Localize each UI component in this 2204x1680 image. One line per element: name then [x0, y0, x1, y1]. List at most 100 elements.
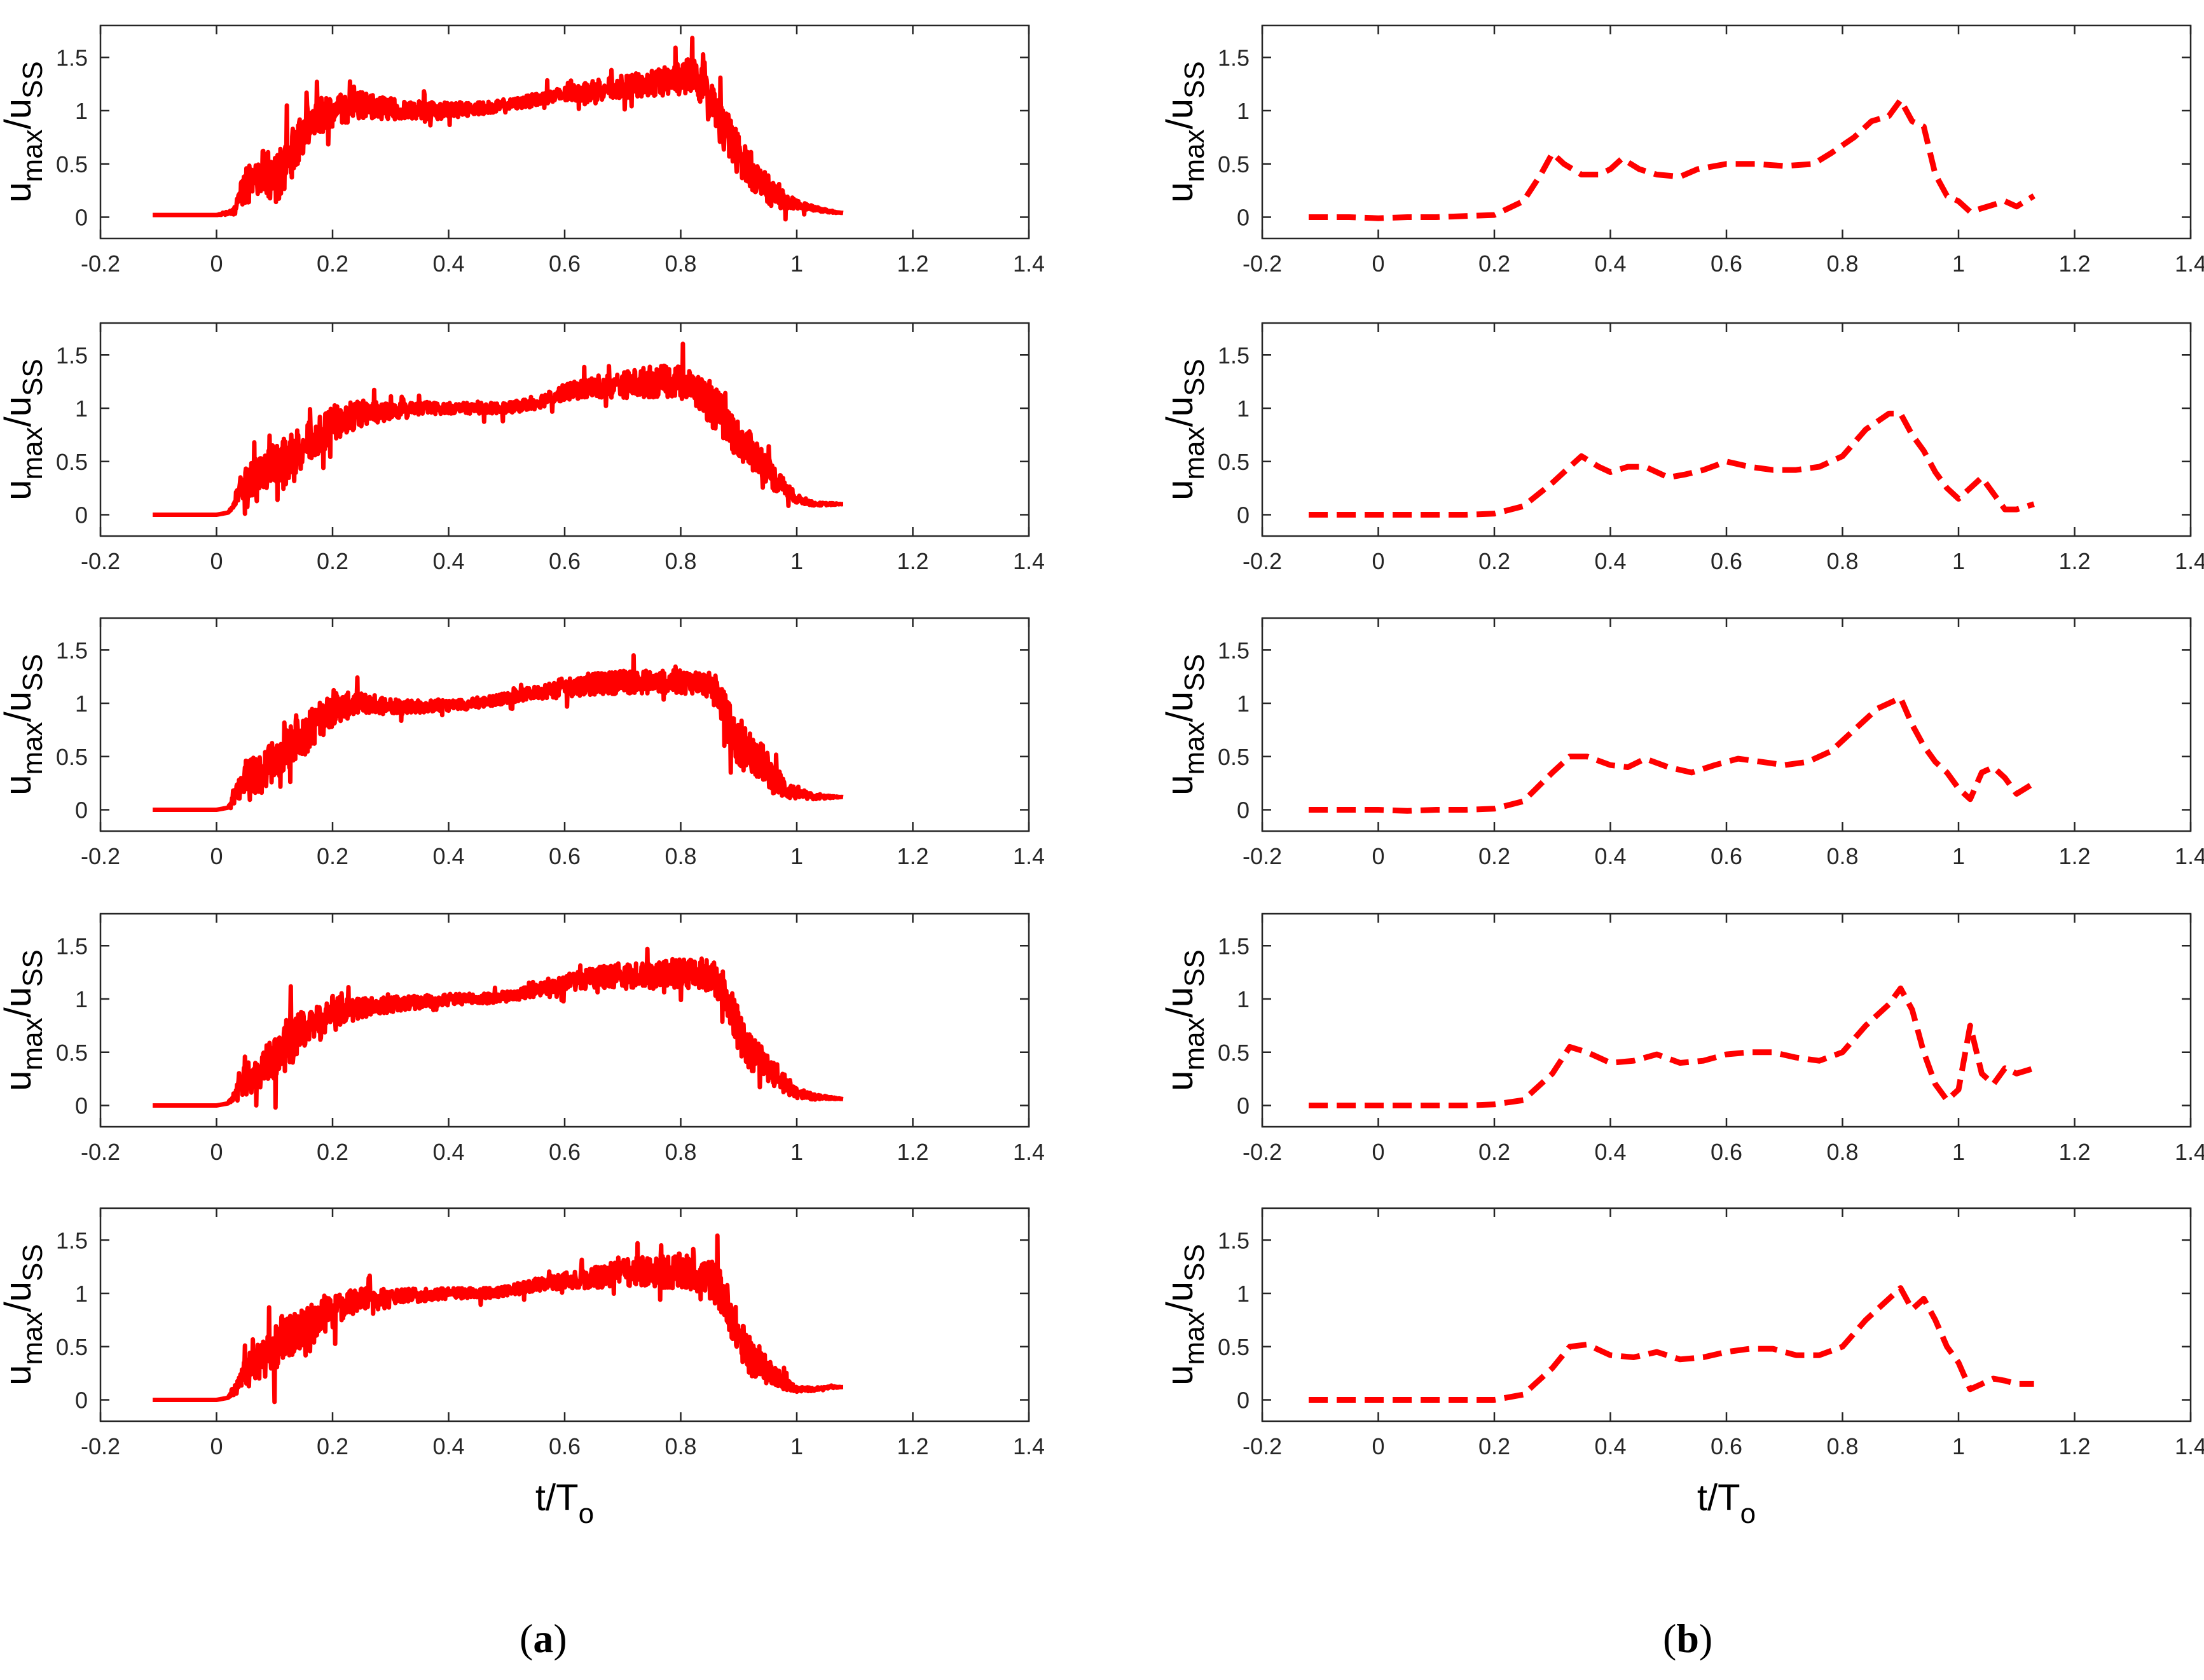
subplot-a-2: -0.2 0 0.2 0.4 0.6 0.8 1 1.2 1.4 0 0.5 1 1.5 umax/uSS [0, 322, 1045, 574]
x-tick-label: 0.4 [1594, 1139, 1626, 1165]
x-tick-label: -0.2 [1243, 1433, 1282, 1459]
x-tick-label: 1.2 [897, 1139, 928, 1165]
x-tick-label: 1 [790, 548, 803, 574]
y-label-u: u [0, 1070, 39, 1091]
y-axis-label: umax/uSS [1159, 61, 1210, 202]
y-tick-label: 0.5 [1218, 1040, 1250, 1066]
panel-label-b: (b) [1663, 1616, 1713, 1661]
y-tick-label: 1.5 [1218, 933, 1250, 959]
x-tick-label: 0 [1372, 843, 1384, 869]
y-tick-label: 0 [1237, 1093, 1250, 1119]
y-label-slash-u: /u [0, 99, 39, 129]
x-tick-label: 1 [790, 251, 803, 277]
y-tick-label: 1 [75, 396, 88, 422]
series-line-dashed [1309, 695, 2035, 814]
y-tick-label: 0.5 [56, 744, 88, 770]
y-tick-label: 0 [1237, 1387, 1250, 1414]
y-axis-label: umax/uSS [0, 1244, 48, 1385]
axes-box [99, 24, 1030, 240]
x-tick-label: 0 [1372, 1139, 1384, 1165]
y-tick-label: 1 [75, 98, 88, 124]
y-tick-label: 0.5 [1218, 449, 1250, 475]
x-tick-label: 0.8 [1826, 548, 1858, 574]
x-tick-label: 0.8 [665, 843, 696, 869]
x-tick-label: 0.2 [317, 1139, 348, 1165]
x-tick-label: 0.4 [1594, 843, 1626, 869]
y-label-u: u [1159, 775, 1201, 795]
x-tick-label: 0.2 [1478, 1139, 1510, 1165]
y-tick-label: 1 [1237, 396, 1250, 422]
y-tick-label: 1 [1237, 691, 1250, 717]
y-tick-label: 1.5 [1218, 637, 1250, 663]
subplot-b-2: -0.2 0 0.2 0.4 0.6 0.8 1 1.2 1.4 0 0.5 1 1.5 umax/uSS [1159, 322, 2204, 574]
y-tick-label: 0 [1237, 205, 1250, 231]
x-tick-label: 1.2 [897, 251, 928, 277]
series-line-dashed [1309, 985, 2035, 1108]
y-label-sub-max: max [1179, 129, 1210, 182]
x-tick-label: 0 [1372, 548, 1384, 574]
x-tick-label: 1.4 [1013, 843, 1045, 869]
series-line [151, 946, 845, 1110]
x-tick-label: 1 [1952, 548, 1965, 574]
x-tick-label: 0.2 [317, 548, 348, 574]
x-tick-label: 0.6 [549, 1139, 581, 1165]
series-line-dashed [1309, 410, 2035, 518]
y-label-sub-max: max [1179, 1017, 1210, 1070]
x-tick-label: 1.4 [2175, 251, 2204, 277]
x-label-main: t/T [1697, 1477, 1740, 1518]
y-label-sub-ss: SS [1179, 1244, 1210, 1281]
x-tick-label: -0.2 [1243, 843, 1282, 869]
y-tick-label: 0 [75, 205, 88, 231]
x-tick-label: 1.4 [1013, 1139, 1045, 1165]
y-tick-label: 1 [75, 1281, 88, 1307]
y-tick-label: 1 [1237, 986, 1250, 1012]
x-tick-label: 0 [210, 1139, 223, 1165]
x-tick-label: 0.8 [665, 251, 696, 277]
y-label-sub-max: max [1179, 1312, 1210, 1365]
x-tick-label: 0.2 [1478, 1433, 1510, 1459]
x-label-sub: o [579, 1498, 594, 1529]
series-line-dashed [1309, 97, 2035, 221]
x-tick-label: -0.2 [1243, 1139, 1282, 1165]
subplot-b-5: -0.2 0 0.2 0.4 0.6 0.8 1 1.2 1.4 0 0.5 1 1.5 umax/uSS… [1159, 1207, 2204, 1529]
axes-box [1261, 1207, 2192, 1422]
subplot-a-4: -0.2 0 0.2 0.4 0.6 0.8 1 1.2 1.4 0 0.5 1 1.5 umax/uSS [0, 912, 1045, 1165]
x-tick-label: 0.2 [1478, 843, 1510, 869]
y-axis-label: umax/uSS [1159, 949, 1210, 1091]
y-axis-label: umax/uSS [1159, 654, 1210, 795]
x-tick-label: 0.4 [432, 548, 464, 574]
x-tick-label: -0.2 [1243, 251, 1282, 277]
y-label-sub-max: max [1179, 722, 1210, 775]
panel-letter-a: a [533, 1616, 554, 1661]
y-label-u: u [1159, 1070, 1201, 1091]
x-tick-label: 0.6 [549, 843, 581, 869]
x-tick-label: 1.4 [1013, 251, 1045, 277]
x-axis-label: t/To [535, 1477, 594, 1529]
x-tick-label: -0.2 [81, 251, 120, 277]
x-tick-label: 1 [1952, 843, 1965, 869]
series-line [151, 1233, 845, 1405]
y-label-sub-max: max [17, 129, 48, 182]
x-tick-label: 0.8 [665, 548, 696, 574]
series-line [151, 36, 845, 222]
x-tick-label: 0.6 [549, 548, 581, 574]
x-tick-label: 0.8 [665, 1433, 696, 1459]
y-label-sub-max: max [17, 1312, 48, 1365]
y-label-sub-max: max [17, 1017, 48, 1070]
y-label-u: u [1159, 1365, 1201, 1385]
x-tick-label: 0.2 [317, 843, 348, 869]
subplot-b-3: -0.2 0 0.2 0.4 0.6 0.8 1 1.2 1.4 0 0.5 1 1.5 umax/uSS [1159, 617, 2204, 869]
y-label-u: u [1159, 182, 1201, 202]
y-tick-label: 1.5 [56, 933, 88, 959]
y-label-slash-u: /u [0, 691, 39, 722]
x-tick-label: 0.4 [1594, 251, 1626, 277]
x-tick-label: 0.2 [1478, 548, 1510, 574]
x-tick-label: 1.4 [2175, 1433, 2204, 1459]
y-tick-label: 0 [1237, 502, 1250, 528]
x-tick-label: 0 [210, 548, 223, 574]
y-tick-label: 0.5 [56, 1334, 88, 1360]
x-tick-label: 0.4 [432, 1433, 464, 1459]
x-label-sub: o [1740, 1498, 1756, 1529]
x-tick-label: 1.4 [2175, 548, 2204, 574]
x-tick-label: 0.4 [432, 251, 464, 277]
